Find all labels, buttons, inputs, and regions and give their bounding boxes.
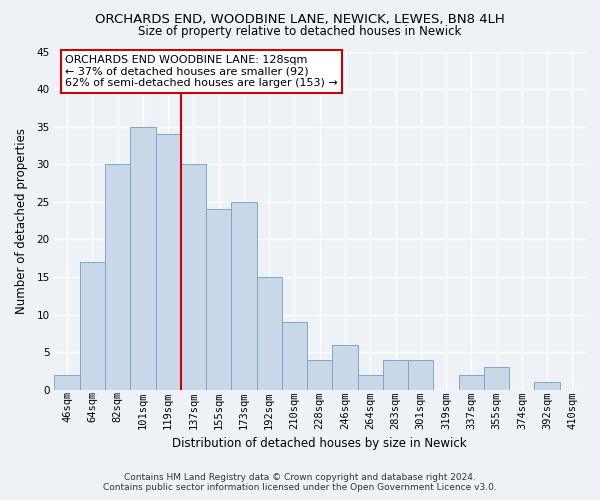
- Bar: [155, 134, 181, 390]
- Bar: [535, 382, 560, 390]
- Bar: [80, 262, 105, 390]
- Bar: [282, 322, 307, 390]
- Bar: [383, 360, 408, 390]
- Text: ORCHARDS END WOODBINE LANE: 128sqm
← 37% of detached houses are smaller (92)
62%: ORCHARDS END WOODBINE LANE: 128sqm ← 37%…: [65, 55, 338, 88]
- Bar: [206, 210, 231, 390]
- Bar: [105, 164, 130, 390]
- Y-axis label: Number of detached properties: Number of detached properties: [15, 128, 28, 314]
- Bar: [257, 277, 282, 390]
- Bar: [55, 374, 80, 390]
- Text: ORCHARDS END, WOODBINE LANE, NEWICK, LEWES, BN8 4LH: ORCHARDS END, WOODBINE LANE, NEWICK, LEW…: [95, 12, 505, 26]
- Bar: [130, 126, 155, 390]
- Bar: [231, 202, 257, 390]
- Bar: [358, 374, 383, 390]
- Bar: [181, 164, 206, 390]
- Bar: [332, 344, 358, 390]
- Bar: [458, 374, 484, 390]
- Bar: [484, 367, 509, 390]
- Bar: [408, 360, 433, 390]
- Text: Contains HM Land Registry data © Crown copyright and database right 2024.
Contai: Contains HM Land Registry data © Crown c…: [103, 473, 497, 492]
- Text: Size of property relative to detached houses in Newick: Size of property relative to detached ho…: [139, 25, 461, 38]
- X-axis label: Distribution of detached houses by size in Newick: Distribution of detached houses by size …: [172, 437, 467, 450]
- Bar: [307, 360, 332, 390]
